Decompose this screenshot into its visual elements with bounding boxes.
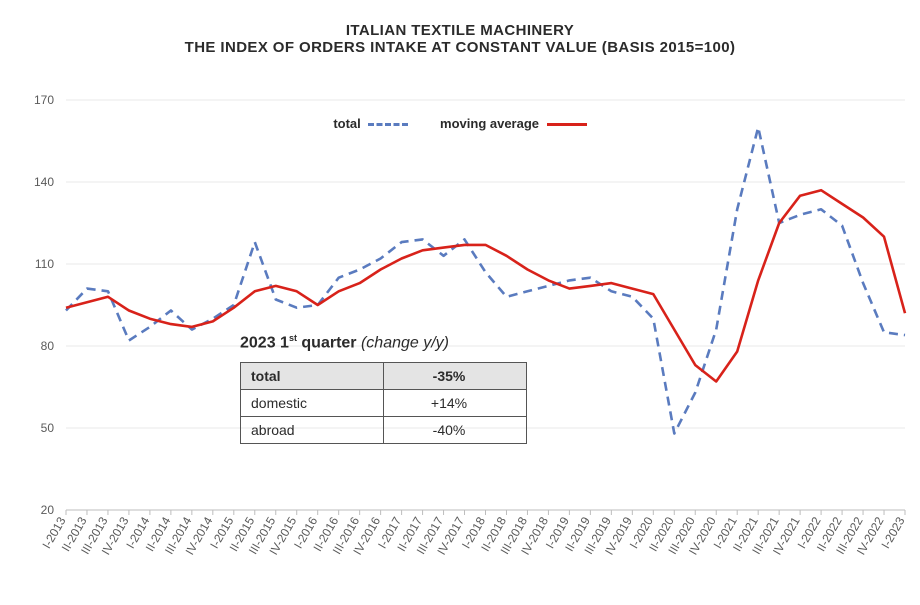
y-axis-ticks: 20 50 80 110 140 170 — [34, 93, 54, 517]
table-row: abroad -40% — [241, 417, 527, 444]
table-cell-label: abroad — [241, 417, 384, 444]
caption-ordinal: st — [289, 333, 297, 343]
svg-text:170: 170 — [34, 93, 54, 107]
table-cell-label: domestic — [241, 390, 384, 417]
table-row: total -35% — [241, 363, 527, 390]
caption-italic: (change y/y) — [361, 334, 449, 351]
svg-text:80: 80 — [41, 339, 55, 353]
svg-text:20: 20 — [41, 503, 55, 517]
svg-text:110: 110 — [35, 257, 54, 271]
table-cell-value: -35% — [384, 363, 527, 390]
table-caption: 2023 1st quarter (change y/y) — [240, 333, 449, 352]
svg-text:50: 50 — [41, 421, 55, 435]
chart-container: ITALIAN TEXTILE MACHINERY THE INDEX OF O… — [0, 0, 920, 605]
caption-prefix: 2023 1 — [240, 334, 289, 351]
chart-svg: 20 50 80 110 140 170 I-2013II-2013III-2013IV-2… — [0, 0, 920, 605]
table-cell-label: total — [241, 363, 384, 390]
table-cell-value: +14% — [384, 390, 527, 417]
svg-text:140: 140 — [34, 175, 54, 189]
caption-suffix: quarter — [297, 334, 361, 351]
table-row: domestic +14% — [241, 390, 527, 417]
x-axis-ticks: I-2013II-2013III-2013IV-2013I-2014II-201… — [39, 510, 907, 557]
change-table: total -35% domestic +14% abroad -40% — [240, 362, 527, 444]
table-cell-value: -40% — [384, 417, 527, 444]
